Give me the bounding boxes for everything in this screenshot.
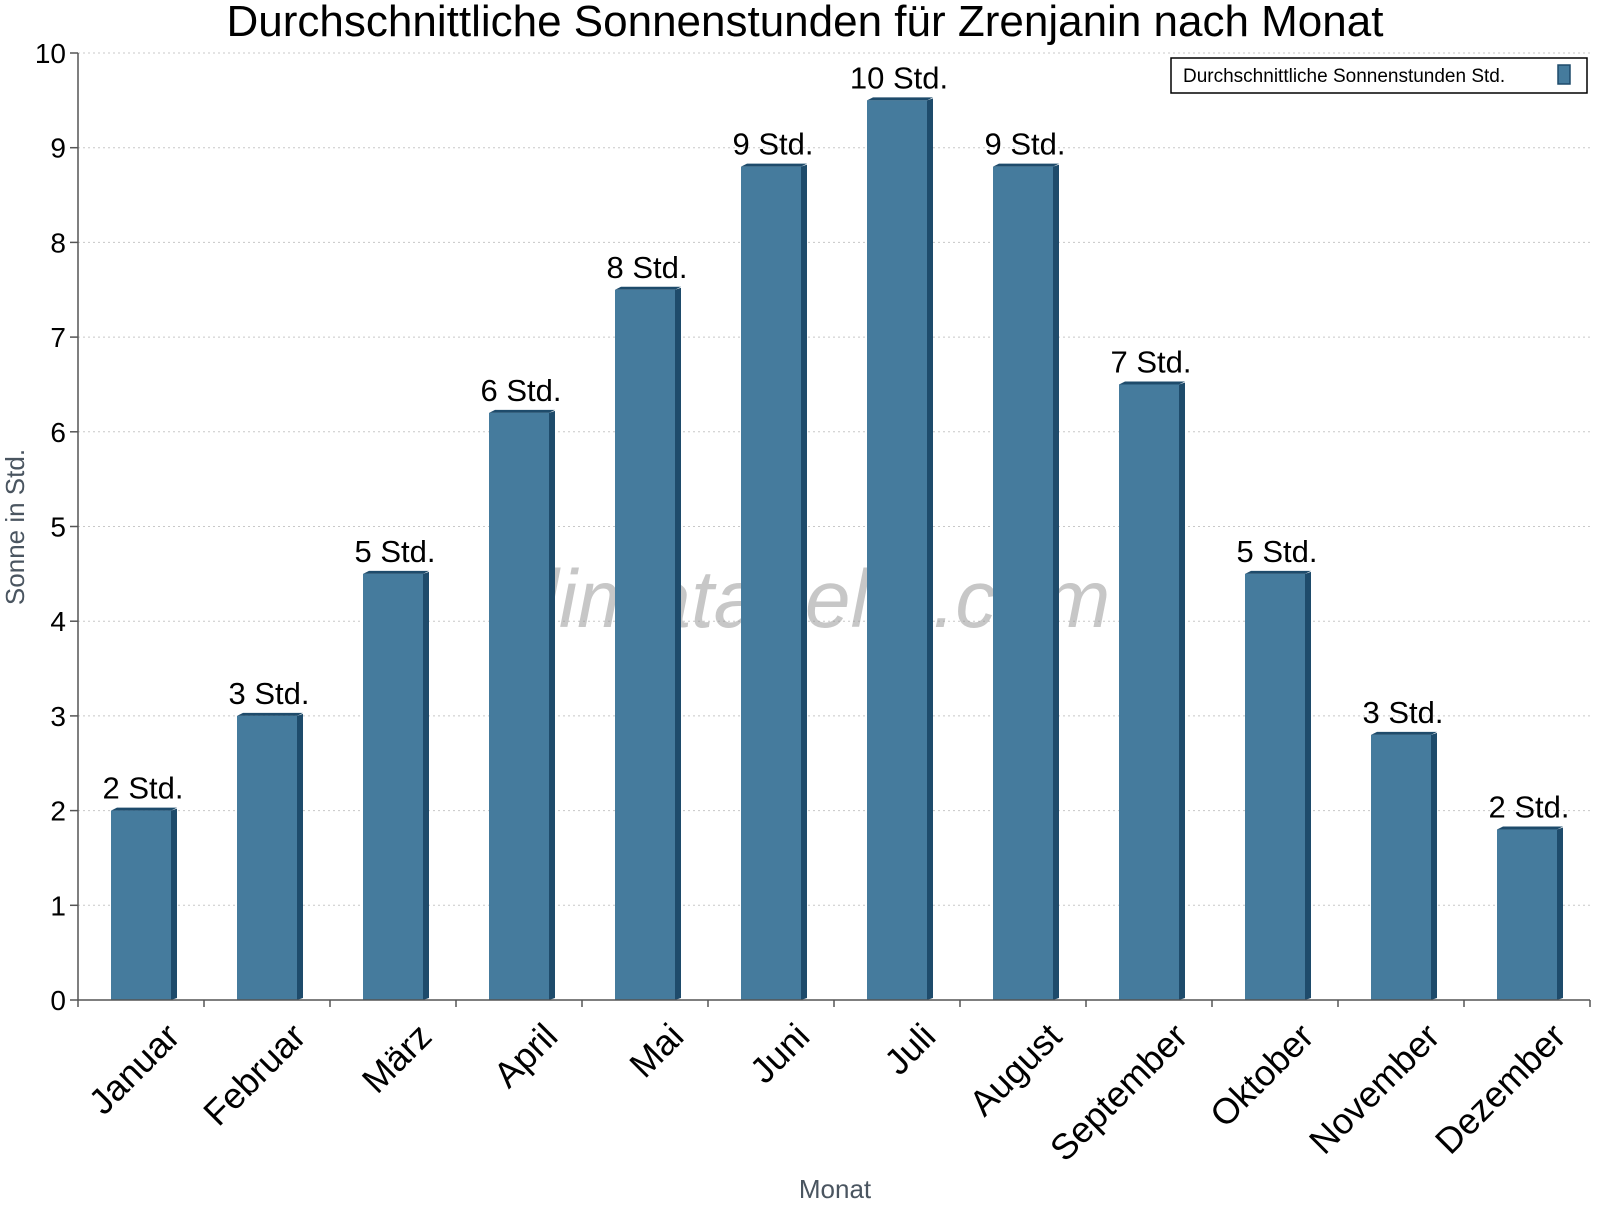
y-tick-label: 6 bbox=[50, 417, 66, 448]
x-tick-label: Juli bbox=[876, 1015, 943, 1082]
bar-november bbox=[1371, 734, 1431, 1000]
bar-top bbox=[489, 409, 555, 413]
x-tick-label: Oktober bbox=[1202, 1015, 1322, 1135]
y-axis-title: Sonne in Std. bbox=[0, 449, 30, 605]
bar-side bbox=[549, 410, 555, 1000]
y-tick-label: 3 bbox=[50, 701, 66, 732]
bar-side bbox=[1179, 382, 1185, 1000]
x-tick-label: Dezember bbox=[1427, 1015, 1573, 1161]
bar-side bbox=[1557, 827, 1563, 1000]
data-label: 3 Std. bbox=[229, 676, 310, 711]
bar-juli bbox=[867, 100, 927, 1001]
bar-top bbox=[1371, 731, 1437, 735]
bar-side bbox=[297, 713, 303, 1000]
data-label: 2 Std. bbox=[1489, 790, 1570, 825]
y-tick-label: 7 bbox=[50, 322, 66, 353]
x-tick-label: Juni bbox=[742, 1015, 818, 1091]
x-tick-label: Februar bbox=[195, 1015, 313, 1133]
bar-side bbox=[801, 164, 807, 1000]
bar-september bbox=[1119, 384, 1179, 1000]
bar-top bbox=[867, 97, 933, 101]
legend-box bbox=[1170, 57, 1588, 94]
y-tick-label: 8 bbox=[50, 227, 66, 258]
y-tick-label: 0 bbox=[50, 985, 66, 1016]
bar-top bbox=[1497, 826, 1563, 830]
x-tick-label: Januar bbox=[81, 1015, 188, 1122]
x-axis-title: Monat bbox=[799, 1174, 872, 1200]
data-label: 9 Std. bbox=[733, 127, 814, 162]
bar-märz bbox=[363, 573, 423, 1000]
data-label: 7 Std. bbox=[1111, 344, 1192, 379]
bar-juni bbox=[741, 166, 801, 1000]
data-label: 5 Std. bbox=[1237, 534, 1318, 569]
data-label: 10 Std. bbox=[850, 60, 948, 95]
bar-dezember bbox=[1497, 829, 1557, 1000]
data-label: 6 Std. bbox=[481, 373, 562, 408]
x-tick-label: März bbox=[354, 1015, 440, 1101]
y-tick-label: 2 bbox=[50, 796, 66, 827]
y-tick-label: 4 bbox=[50, 606, 66, 637]
legend-label: Durchschnittliche Sonnenstunden Std. bbox=[1183, 66, 1505, 87]
legend: Durchschnittliche Sonnenstunden Std. bbox=[1170, 57, 1588, 94]
data-label: 2 Std. bbox=[103, 771, 184, 806]
bar-side bbox=[1053, 164, 1059, 1000]
data-labels: 2 Std. 3 Std. 5 Std. 6 Std. 8 Std. 9 Std. 10 S… bbox=[103, 60, 1570, 824]
bar-august bbox=[993, 166, 1053, 1000]
x-tick-label: Mai bbox=[621, 1015, 691, 1085]
y-tick-label: 10 bbox=[35, 38, 66, 69]
bar-april bbox=[489, 412, 549, 1000]
bar-top bbox=[993, 163, 1059, 167]
data-label: 5 Std. bbox=[355, 534, 436, 569]
grid-lines bbox=[78, 52, 1590, 906]
legend-swatch bbox=[1557, 64, 1571, 85]
bar-mai bbox=[615, 289, 675, 1000]
bar-side bbox=[675, 287, 681, 1000]
bar-top bbox=[1245, 570, 1311, 574]
bar-top bbox=[615, 286, 681, 290]
bar-top bbox=[363, 570, 429, 574]
y-tick-label: 1 bbox=[50, 890, 66, 921]
bar-top bbox=[741, 163, 807, 167]
data-label: 9 Std. bbox=[985, 127, 1066, 162]
bars bbox=[111, 97, 1563, 1001]
data-label: 8 Std. bbox=[607, 250, 688, 285]
bar-side bbox=[423, 571, 429, 1000]
bar-oktober bbox=[1245, 573, 1305, 1000]
bar-januar bbox=[111, 810, 171, 1000]
bar-februar bbox=[237, 715, 297, 1000]
data-label: 3 Std. bbox=[1363, 695, 1444, 730]
bar-top bbox=[1119, 381, 1185, 385]
y-tick-label: 9 bbox=[50, 133, 66, 164]
bar-side bbox=[171, 808, 177, 1000]
x-tick-label: November bbox=[1301, 1015, 1447, 1161]
y-tick-label: 5 bbox=[50, 512, 66, 543]
bar-top bbox=[111, 807, 177, 811]
x-tick-label: September bbox=[1042, 1015, 1196, 1169]
x-tick-label: August bbox=[961, 1015, 1069, 1123]
x-tick-label: April bbox=[485, 1015, 565, 1095]
bar-side bbox=[1305, 571, 1311, 1000]
bar-side bbox=[927, 98, 933, 1001]
bar-side bbox=[1431, 732, 1437, 1000]
bar-top bbox=[237, 712, 303, 716]
chart-title: Durchschnittliche Sonnenstunden für Zren… bbox=[227, 0, 1384, 46]
